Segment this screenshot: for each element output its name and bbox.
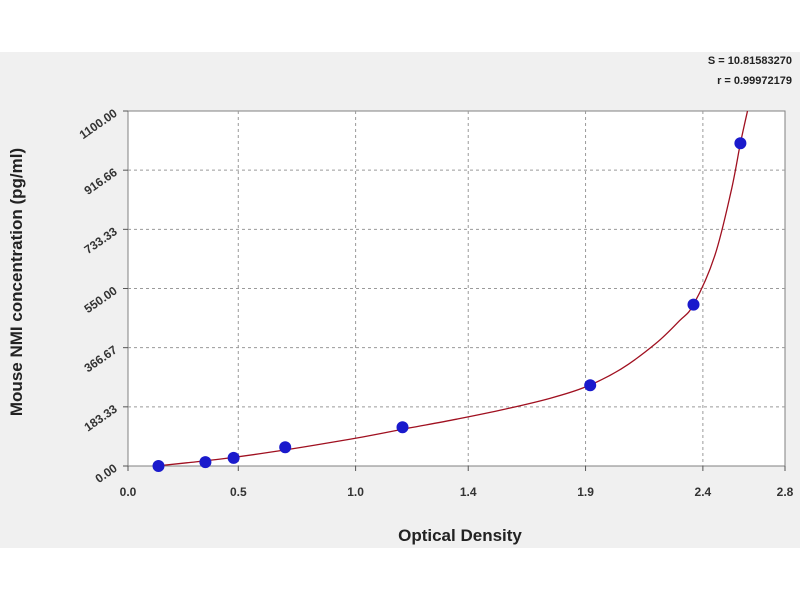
x-tick-label: 0.5 — [230, 485, 247, 499]
calibration-chart: 0.0 0.5 1.0 1.4 1.9 2.4 2.8 0.00 183.33 366.67 55… — [7, 55, 794, 545]
data-points — [152, 137, 747, 472]
data-point — [279, 441, 292, 454]
x-tick-label: 1.9 — [577, 485, 594, 499]
chart-panel: 0.0 0.5 1.0 1.4 1.9 2.4 2.8 0.00 183.33 366.67 55… — [0, 52, 800, 548]
data-point — [227, 451, 240, 464]
stat-s-value: S = 10.81583270 — [708, 55, 792, 67]
data-point — [396, 421, 409, 434]
x-tick-label: 2.8 — [777, 485, 794, 499]
x-tick-label: 0.0 — [120, 485, 137, 499]
y-tick-label: 183.33 — [82, 402, 120, 435]
y-tick-label: 916.66 — [82, 165, 120, 198]
stat-r-value: r = 0.99972179 — [717, 75, 792, 87]
grid-lines — [128, 111, 785, 466]
data-point — [584, 379, 597, 392]
data-point — [734, 137, 747, 150]
data-point — [152, 460, 165, 472]
y-axis-title: Mouse NMI concentration (pg/ml) — [7, 148, 26, 416]
y-tick-label: 366.67 — [82, 342, 120, 375]
fit-curve — [156, 110, 749, 467]
y-tick-label: 1100.00 — [77, 106, 120, 142]
x-tick-label: 1.0 — [347, 485, 364, 499]
y-tick-label: 733.33 — [82, 224, 120, 257]
x-axis-ticks: 0.0 0.5 1.0 1.4 1.9 2.4 2.8 — [120, 466, 794, 499]
x-tick-label: 2.4 — [695, 485, 712, 499]
y-tick-label: 550.00 — [82, 283, 120, 316]
x-tick-label: 1.4 — [460, 485, 477, 499]
data-point — [199, 456, 212, 469]
y-axis-ticks: 0.00 183.33 366.67 550.00 733.33 916.66 1100.0… — [77, 106, 128, 486]
x-axis-title: Optical Density — [398, 526, 522, 545]
top-margin — [0, 0, 800, 52]
data-point — [687, 298, 700, 311]
bottom-margin — [0, 548, 800, 600]
y-tick-label: 0.00 — [93, 461, 120, 486]
